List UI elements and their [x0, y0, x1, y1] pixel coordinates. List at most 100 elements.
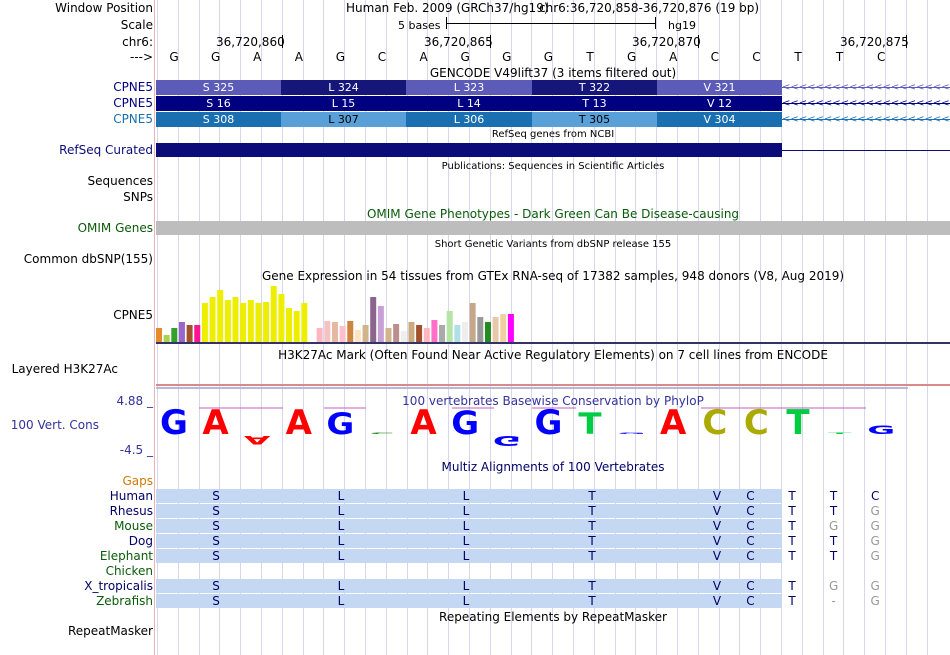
species-x-tropicalis[interactable]: X_tropicalis	[84, 579, 153, 593]
species-zebrafish[interactable]: Zebrafish	[96, 594, 153, 608]
gencode-exon-codon[interactable]: T 305	[532, 112, 657, 127]
repeatmasker-label[interactable]: RepeatMasker	[67, 624, 153, 638]
alignment-block[interactable]	[156, 579, 782, 593]
alignment-base: T	[788, 549, 796, 563]
gaps-label[interactable]: Gaps	[122, 474, 153, 488]
gencode-exon-codon[interactable]: L 323	[406, 80, 532, 95]
gtex-tissue-bar[interactable]	[301, 303, 308, 342]
gencode-exon-codon[interactable]: L 14	[406, 96, 532, 111]
species-human[interactable]: Human	[109, 489, 153, 503]
alignment-block[interactable]	[156, 594, 782, 608]
gtex-tissue-bar[interactable]	[209, 297, 216, 342]
gtex-tissue-bar[interactable]	[156, 328, 162, 342]
gtex-tissue-bar[interactable]	[255, 303, 262, 342]
gtex-tissue-bar[interactable]	[500, 314, 507, 342]
gencode-exon-codon[interactable]: L 15	[281, 96, 406, 111]
gtex-tissue-bar[interactable]	[454, 325, 461, 342]
gencode-exon-codon[interactable]: S 16	[156, 96, 281, 111]
gtex-tissue-bar[interactable]	[362, 325, 369, 342]
gtex-tissue-bar[interactable]	[270, 286, 277, 342]
grid-line	[927, 0, 928, 655]
gtex-tissue-bar[interactable]	[171, 328, 178, 342]
gtex-tissue-bar[interactable]	[492, 317, 499, 342]
gtex-tissue-bar[interactable]	[439, 325, 446, 342]
alignment-base: C	[870, 489, 880, 503]
gtex-tissue-bar[interactable]	[339, 326, 346, 342]
gtex-tissue-bar[interactable]	[178, 322, 185, 342]
gtex-tissue-bar[interactable]	[507, 314, 514, 342]
gtex-tissue-bar[interactable]	[286, 308, 293, 342]
common-dbsnp-label[interactable]: Common dbSNP(155)	[23, 252, 153, 266]
species-elephant[interactable]: Elephant	[99, 549, 153, 563]
gtex-tissue-bar[interactable]	[293, 311, 300, 342]
gtex-tissue-bar[interactable]	[370, 297, 377, 342]
gencode-exon-codon[interactable]: L 324	[281, 80, 406, 95]
alignment-block[interactable]	[156, 534, 782, 548]
gtex-tissue-bar[interactable]	[324, 321, 331, 342]
species-chicken[interactable]: Chicken	[105, 564, 153, 578]
species-dog[interactable]: Dog	[128, 534, 153, 548]
gtex-tissue-bar[interactable]	[462, 322, 468, 342]
phylop-logo-letter: A	[244, 433, 271, 447]
gtex-tissue-bar[interactable]	[347, 321, 354, 342]
phylop-logo-letter: T	[828, 432, 852, 434]
gtex-tissue-bar[interactable]	[354, 330, 361, 342]
gtex-tissue-bar[interactable]	[377, 306, 384, 342]
gtex-tissue-bar[interactable]	[163, 335, 170, 342]
gencode-track-label-2[interactable]: CPNE5	[113, 96, 153, 110]
gtex-tissue-bar[interactable]	[469, 303, 476, 342]
gtex-tissue-bar[interactable]	[431, 320, 438, 342]
gtex-tissue-bar[interactable]	[224, 300, 231, 342]
alignment-block[interactable]	[156, 504, 782, 518]
alignment-block[interactable]	[156, 519, 782, 533]
gencode-exon-codon[interactable]: T 13	[532, 96, 657, 111]
alignment-block[interactable]	[156, 489, 782, 503]
gtex-tissue-bar[interactable]	[186, 325, 193, 342]
sequence-base: G	[460, 50, 470, 64]
species-rhesus[interactable]: Rhesus	[109, 504, 153, 518]
gtex-tissue-bar[interactable]	[400, 331, 407, 342]
gencode-track-label-3[interactable]: CPNE5	[113, 112, 153, 126]
layered-h3k27ac-label[interactable]: Layered H3K27Ac	[11, 362, 118, 376]
species-mouse[interactable]: Mouse	[114, 519, 153, 533]
gtex-tissue-bar[interactable]	[263, 302, 270, 342]
refseq-curated-label[interactable]: RefSeq Curated	[59, 143, 153, 157]
gtex-tissue-bar[interactable]	[416, 325, 423, 342]
gtex-tissue-bar[interactable]	[423, 328, 430, 342]
gtex-tissue-bar[interactable]	[385, 328, 392, 342]
vert-cons-label[interactable]: 100 Vert. Cons	[10, 418, 99, 432]
gtex-bar-chart[interactable]	[156, 283, 950, 345]
sequences-label[interactable]: Sequences	[87, 174, 153, 188]
gtex-tissue-bar[interactable]	[201, 303, 208, 342]
gtex-tissue-bar[interactable]	[484, 322, 491, 342]
track-data-area[interactable]: Human Feb. 2009 (GRCh37/hg19) chr6:36,72…	[156, 0, 950, 655]
alignment-block[interactable]	[156, 549, 782, 563]
gencode-exon-codon[interactable]: T 322	[532, 80, 657, 95]
gtex-tissue-bar[interactable]	[393, 324, 400, 342]
omim-genes-label[interactable]: OMIM Genes	[77, 221, 153, 235]
gtex-tissue-bar[interactable]	[278, 294, 285, 342]
gtex-tissue-bar[interactable]	[477, 317, 484, 342]
gtex-tissue-bar[interactable]	[194, 325, 201, 342]
gencode-exon-codon[interactable]: L 306	[406, 112, 532, 127]
omim-gene-bar[interactable]	[156, 221, 950, 235]
gtex-tissue-bar[interactable]	[408, 322, 415, 342]
gencode-exon-codon[interactable]: S 308	[156, 112, 281, 127]
gtex-tissue-bar[interactable]	[240, 303, 247, 342]
gencode-exon-codon[interactable]: L 307	[281, 112, 406, 127]
gtex-tissue-bar[interactable]	[331, 322, 338, 342]
gencode-exon-codon[interactable]: V 12	[657, 96, 782, 111]
gtex-tissue-bar[interactable]	[217, 290, 224, 342]
gencode-exon-codon[interactable]: V 321	[657, 80, 782, 95]
refseq-gene-block[interactable]	[156, 143, 782, 157]
gtex-tissue-bar[interactable]	[316, 328, 323, 342]
gencode-track-label-1[interactable]: CPNE5	[113, 80, 153, 94]
gencode-exon-codon[interactable]: S 325	[156, 80, 281, 95]
gencode-exon-codon[interactable]: V 304	[657, 112, 782, 127]
gtex-tissue-bar[interactable]	[446, 311, 453, 342]
gtex-tissue-bar[interactable]	[232, 297, 239, 342]
gtex-cpne5-label[interactable]: CPNE5	[113, 308, 153, 322]
gtex-tissue-bar[interactable]	[247, 300, 254, 342]
snps-label[interactable]: SNPs	[123, 190, 153, 204]
